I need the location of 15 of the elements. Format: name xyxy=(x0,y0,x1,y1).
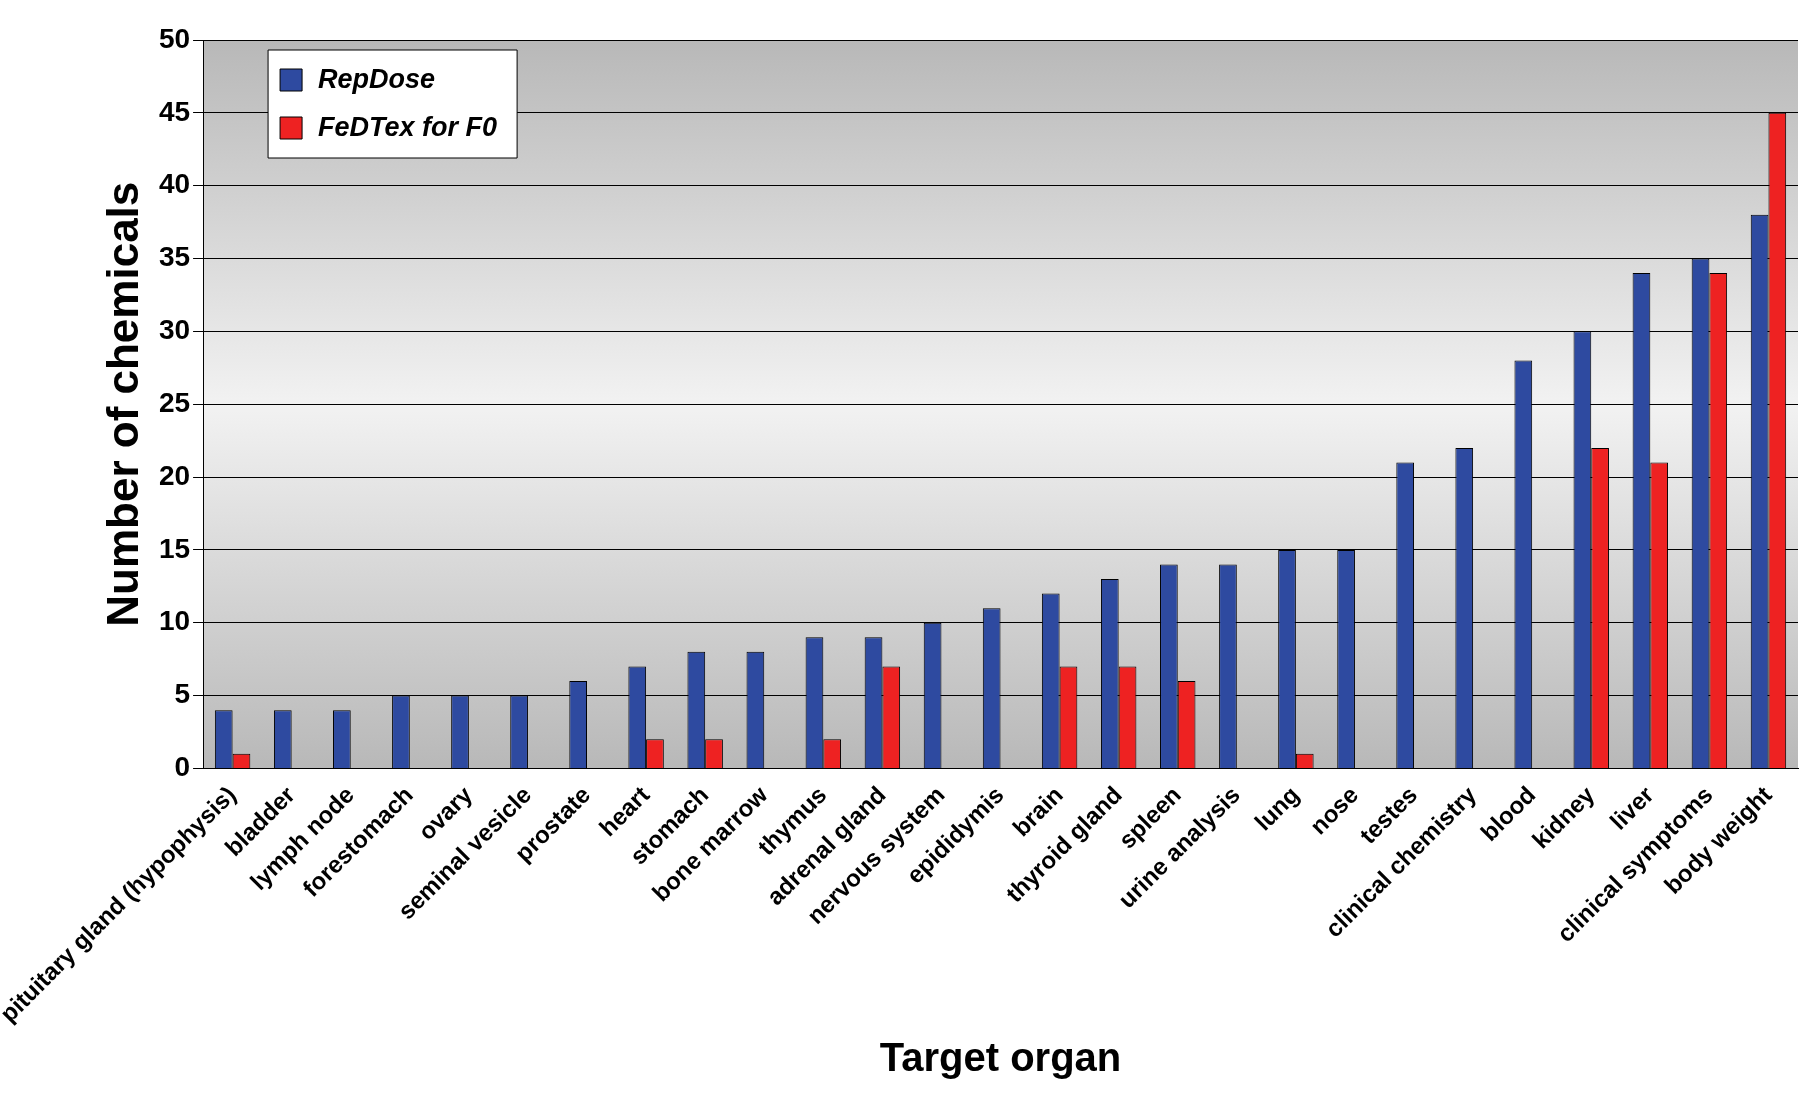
y-tick-label: 30 xyxy=(158,314,191,346)
legend-label: FeDTex for F0 xyxy=(318,112,498,143)
y-tick-label: 0 xyxy=(174,751,191,783)
y-tick-label: 20 xyxy=(158,459,191,491)
y-tick-label: 45 xyxy=(158,95,191,127)
y-tick-label: 15 xyxy=(158,532,191,564)
y-tick-label: 50 xyxy=(158,22,191,54)
y-tick-label: 35 xyxy=(158,241,191,273)
y-tick-label: 10 xyxy=(158,605,191,637)
y-tick-label: 25 xyxy=(158,386,191,418)
y-tick-label: 5 xyxy=(174,678,191,710)
x-axis-title: Target organ xyxy=(879,1035,1122,1080)
legend-label: RepDose xyxy=(318,64,436,95)
y-axis-title: Number of chemicals xyxy=(97,181,147,627)
y-tick-label: 40 xyxy=(158,168,191,200)
